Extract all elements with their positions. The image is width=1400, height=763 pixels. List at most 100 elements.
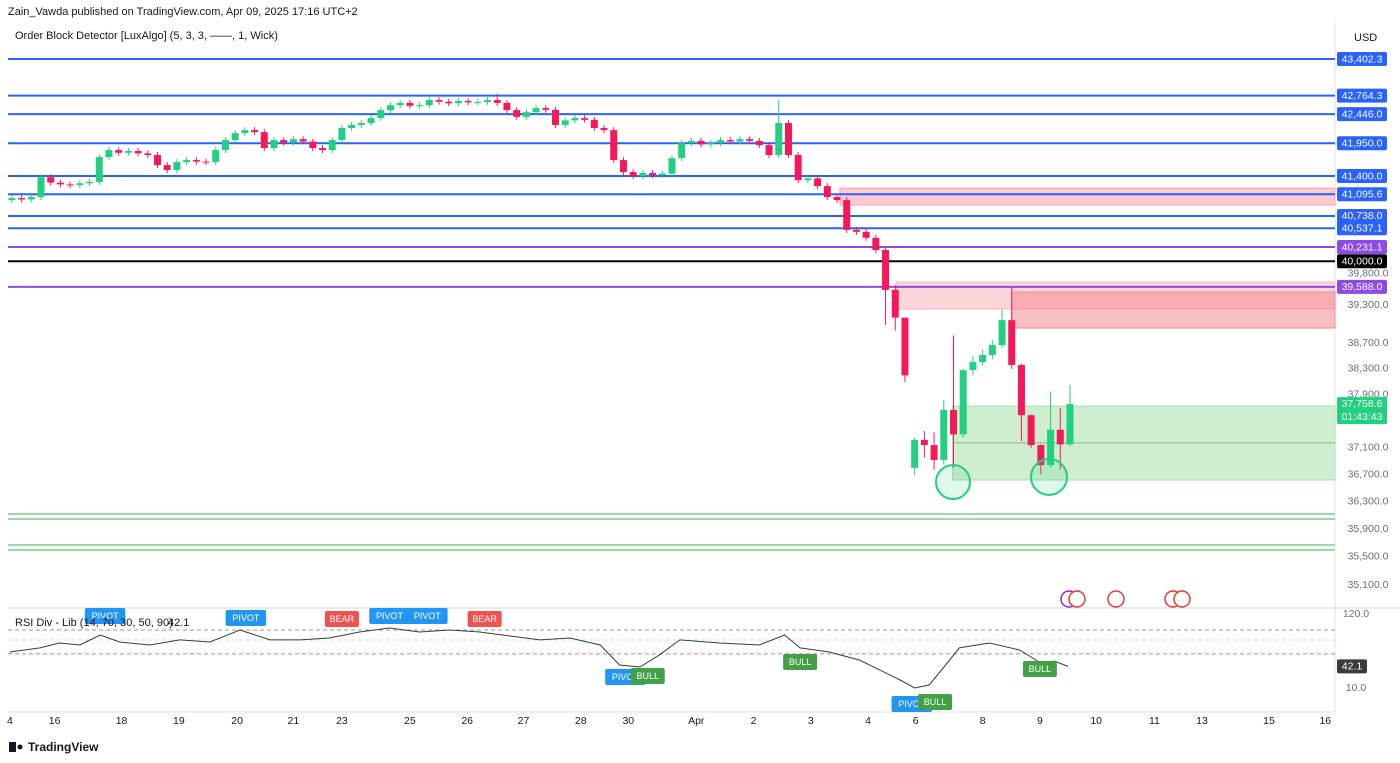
candle-body [86,181,94,184]
rsi-title: RSI Div - Lib (14, 70, 30, 50, 90) [15,617,173,629]
candle-body [600,127,608,131]
signal-label-box [918,693,953,710]
candle-body [406,102,414,106]
candle-body [396,102,404,106]
countdown: 01:43:43 [1342,411,1383,423]
candle-body [891,289,899,318]
x-tick-label: 2 [751,715,757,727]
candle-body [124,150,132,153]
candle-body [668,158,676,174]
candle-body [1027,415,1035,446]
pivot-circle [935,464,971,500]
candle-body [231,133,239,141]
level-label: 41,095.6 [1342,189,1383,201]
candle-body [949,409,957,435]
x-tick-label: 28 [575,715,587,727]
candle-body [105,150,113,158]
x-tick-label: Apr [688,715,705,727]
y-tick-label: 39,300.0 [1348,299,1389,311]
x-tick-label: 15 [1263,715,1275,727]
signal-label: PIVOT [898,699,926,709]
candle-body [173,162,181,171]
candle-body [649,173,657,176]
signal-label-box [467,610,502,627]
signal-label: PIVOT [232,613,260,623]
candle-body [202,161,210,163]
level-label: 40,000.0 [1342,256,1383,268]
candle-body [784,123,792,156]
candle-body [726,140,734,142]
candle-body [66,184,74,186]
rsi-title-value: 42.1 [168,617,189,629]
candle-body [969,362,977,371]
x-tick-label: 23 [336,715,348,727]
candle-body [299,139,307,142]
level-label-box [1337,279,1387,294]
candle-body [357,123,365,125]
y-tick-label: 35,500.0 [1348,551,1389,563]
currency: USD [1354,32,1377,44]
candle-body [639,173,647,177]
x-tick-label: 8 [980,715,986,727]
candle-body [678,143,686,159]
x-tick-label: 30 [622,715,634,727]
level-label: 41,950.0 [1342,138,1383,150]
rsi-y-tick-label: 120.0 [1343,608,1369,620]
candle-body [833,197,841,201]
y-tick-label: 35,100.0 [1348,579,1389,591]
candle-body [959,370,967,435]
level-label-box [1337,169,1387,184]
x-tick-label: 4 [7,715,13,727]
order-block-zone [1011,291,1336,329]
x-tick-label: 16 [1319,715,1331,727]
candle-body [8,198,16,201]
candle-body [386,105,394,111]
candle-body [309,141,317,149]
candle-body [755,140,763,146]
candle-body [542,108,550,110]
signal-label: PIVOT [376,611,404,621]
x-tick-label: 16 [49,715,61,727]
candle-body [571,118,579,121]
signal-label: BULL [789,657,812,667]
signal-label: PIVOT [414,611,442,621]
order-block-zone [839,187,1336,206]
candle-body [27,197,35,200]
candle-body [464,101,472,103]
signal-label: BULL [636,671,659,681]
signal-label-box [783,653,818,670]
candle-body [843,200,851,230]
x-tick-label: 9 [1037,715,1043,727]
level-label-box [1337,239,1387,254]
candle-body [998,320,1006,346]
candle-body [319,148,327,151]
candle-body [367,118,375,124]
candle-body [814,178,822,187]
x-tick-label: 10 [1090,715,1102,727]
candle-body [532,108,540,113]
candle-body [328,140,336,151]
candle-body [56,182,64,185]
candle-body [697,140,705,145]
signal-label: PIVOT [92,611,120,621]
signal-label-box [1022,661,1057,678]
candle-body [18,198,26,200]
candle-body [435,100,443,102]
candle-body [862,231,870,238]
candle-body [1037,445,1045,466]
rsi-last-box [1337,659,1367,674]
signal-label: PIVOT [612,672,640,682]
y-tick-label: 36,300.0 [1348,496,1389,508]
rsi-line [9,627,1069,689]
candle-body [940,409,948,461]
candle-body [270,140,278,149]
candle-body [474,102,482,104]
candle-body [212,150,220,163]
level-label: 42,446.0 [1342,108,1383,120]
candle-body [872,237,880,250]
x-tick-label: 3 [808,715,814,727]
x-tick-label: 13 [1196,715,1208,727]
candle-body [610,130,618,161]
level-label: 40,231.1 [1342,241,1383,253]
candle-body [221,140,229,151]
